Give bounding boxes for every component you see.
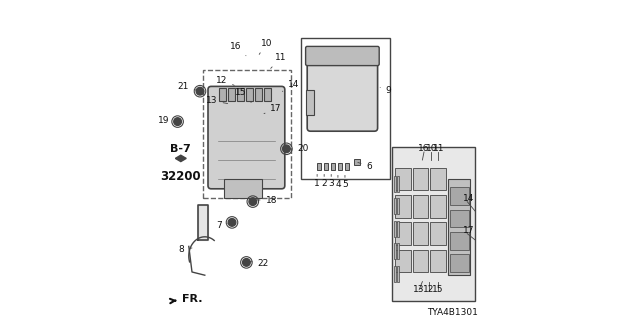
Polygon shape: [198, 205, 208, 240]
Bar: [394, 198, 396, 214]
Text: 13: 13: [413, 285, 425, 294]
Bar: [392, 147, 475, 301]
Text: 14: 14: [463, 194, 474, 203]
Bar: [413, 250, 428, 272]
Text: 7: 7: [217, 221, 229, 230]
Bar: [413, 168, 428, 190]
Bar: [430, 222, 445, 245]
Text: 4: 4: [335, 175, 340, 189]
Bar: [397, 176, 399, 192]
Text: 16: 16: [230, 42, 246, 56]
Circle shape: [283, 145, 290, 153]
Text: 10: 10: [426, 144, 437, 153]
Circle shape: [228, 219, 236, 226]
Bar: [450, 254, 469, 272]
Bar: [219, 88, 227, 101]
Text: 20: 20: [289, 144, 309, 153]
FancyBboxPatch shape: [208, 86, 285, 189]
Text: 12: 12: [216, 76, 234, 85]
Text: 14: 14: [282, 80, 300, 92]
Bar: [306, 90, 314, 115]
Text: 2: 2: [321, 174, 327, 188]
Bar: [345, 163, 349, 170]
Text: TYA4B1301: TYA4B1301: [428, 308, 479, 317]
Text: 15: 15: [432, 285, 444, 294]
Text: 12: 12: [423, 285, 435, 294]
Bar: [413, 195, 428, 218]
Text: 5: 5: [342, 175, 348, 189]
Bar: [354, 159, 360, 165]
Text: 16: 16: [419, 144, 429, 153]
Text: 21: 21: [177, 82, 197, 91]
Bar: [413, 222, 428, 245]
Circle shape: [243, 259, 250, 266]
Bar: [397, 243, 399, 259]
Bar: [396, 222, 411, 245]
Bar: [394, 176, 396, 192]
Text: 10: 10: [259, 39, 272, 54]
Bar: [394, 243, 396, 259]
Circle shape: [249, 198, 257, 205]
Bar: [255, 88, 262, 101]
Bar: [450, 210, 469, 227]
Bar: [397, 198, 399, 214]
Text: 9: 9: [380, 86, 391, 95]
Bar: [397, 221, 399, 237]
Bar: [237, 88, 244, 101]
Text: 1: 1: [314, 174, 320, 188]
Bar: [246, 88, 253, 101]
Bar: [324, 163, 328, 170]
Text: 6: 6: [358, 162, 372, 171]
Bar: [430, 250, 445, 272]
Text: 17: 17: [463, 226, 474, 235]
Text: 11: 11: [271, 53, 287, 68]
Bar: [301, 38, 390, 179]
FancyBboxPatch shape: [307, 54, 378, 131]
Text: 32200: 32200: [161, 170, 201, 183]
Text: 19: 19: [158, 116, 178, 124]
Bar: [394, 221, 396, 237]
Text: B-7: B-7: [170, 144, 191, 154]
Bar: [317, 163, 321, 170]
Bar: [448, 179, 470, 275]
FancyBboxPatch shape: [306, 46, 380, 66]
Bar: [338, 163, 342, 170]
Bar: [396, 195, 411, 218]
Bar: [430, 195, 445, 218]
Text: 22: 22: [249, 260, 269, 268]
Bar: [331, 163, 335, 170]
Text: 11: 11: [433, 144, 444, 153]
Bar: [396, 168, 411, 190]
Bar: [396, 250, 411, 272]
Bar: [430, 168, 445, 190]
Text: 18: 18: [257, 196, 277, 204]
Bar: [228, 88, 236, 101]
Polygon shape: [175, 155, 186, 162]
Bar: [224, 179, 262, 198]
Text: 3: 3: [328, 174, 334, 188]
Bar: [450, 187, 469, 205]
Circle shape: [174, 118, 182, 125]
Bar: [264, 88, 271, 101]
Text: FR.: FR.: [170, 294, 203, 304]
Bar: [204, 70, 291, 198]
Text: 8: 8: [179, 245, 192, 254]
Bar: [397, 266, 399, 282]
Text: 13: 13: [206, 96, 228, 105]
Text: 17: 17: [264, 104, 282, 114]
Bar: [394, 266, 396, 282]
Circle shape: [196, 87, 204, 95]
Bar: [450, 232, 469, 250]
Text: 15: 15: [235, 88, 251, 102]
